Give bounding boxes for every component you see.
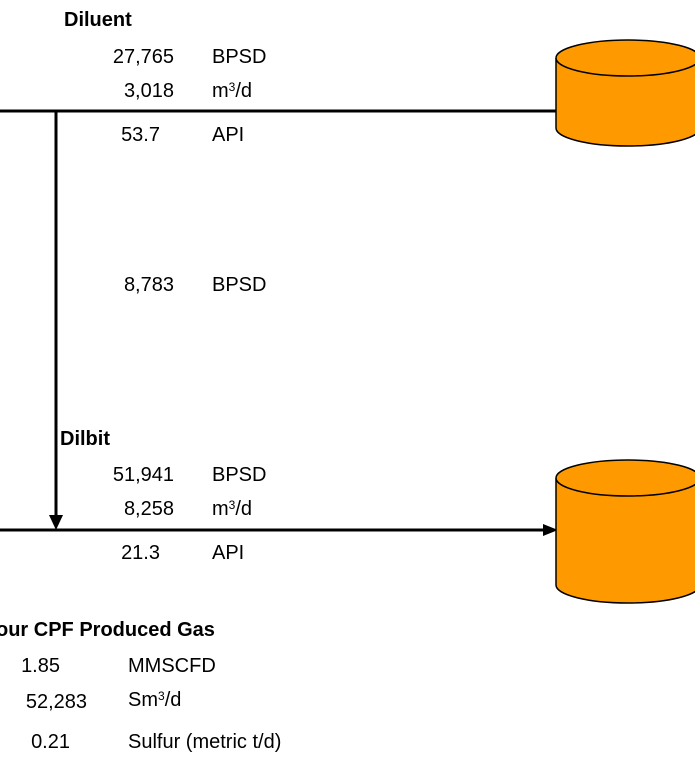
diluent-api-unit: API bbox=[212, 124, 245, 146]
dilbit-flow-bpsd: 51,941 bbox=[112, 464, 174, 486]
dilbit-api: 21.3 bbox=[121, 542, 160, 564]
gas-sulfur: 0.21 bbox=[31, 731, 70, 753]
gas-flow-sm3d-unit: Sm3/d bbox=[128, 689, 182, 711]
dilbit-flow-bpsd-unit: BPSD bbox=[212, 464, 267, 486]
diluent-flow-bpsd: 27,765 bbox=[112, 46, 174, 68]
branch-arrowhead bbox=[49, 515, 63, 530]
gas-flow-mmscfd: 1.85 bbox=[21, 655, 60, 677]
dilbit-flow-m3d-unit: m3/d bbox=[212, 498, 253, 520]
dilbit-api-unit: API bbox=[212, 542, 245, 564]
dilbit-title: Dilbit bbox=[60, 428, 110, 450]
diluent-flow-m3d: 3,018 bbox=[123, 80, 174, 102]
branch-flow-bpsd: 8,783 bbox=[123, 274, 174, 296]
dilbit-flow-m3d: 8,258 bbox=[123, 498, 174, 520]
gas-sulfur-unit: Sulfur (metric t/d) bbox=[128, 731, 282, 753]
diluent-flow-m3d-unit: m3/d bbox=[212, 80, 253, 102]
dilbit-arrowhead bbox=[543, 524, 558, 536]
diluent-flow-bpsd-unit: BPSD bbox=[212, 46, 267, 68]
diluent-api: 53.7 bbox=[121, 124, 160, 146]
diluent-tank bbox=[555, 39, 695, 147]
gas-flow-mmscfd-unit: MMSCFD bbox=[128, 655, 216, 677]
diluent-title: Diluent bbox=[64, 9, 132, 31]
gas-flow-sm3d: 52,283 bbox=[25, 691, 87, 713]
gas-title: our CPF Produced Gas bbox=[0, 619, 215, 641]
branch-flow-bpsd-unit: BPSD bbox=[212, 274, 267, 296]
dilbit-tank bbox=[555, 459, 695, 604]
